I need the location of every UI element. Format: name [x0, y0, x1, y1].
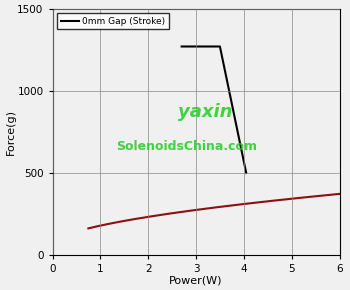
Text: SolenoidsChina.com: SolenoidsChina.com: [116, 140, 257, 153]
Y-axis label: Force(g): Force(g): [6, 109, 16, 155]
Legend: 0mm Gap (Stroke): 0mm Gap (Stroke): [57, 13, 169, 30]
X-axis label: Power(W): Power(W): [169, 276, 223, 286]
Text: yaxin: yaxin: [178, 103, 233, 121]
